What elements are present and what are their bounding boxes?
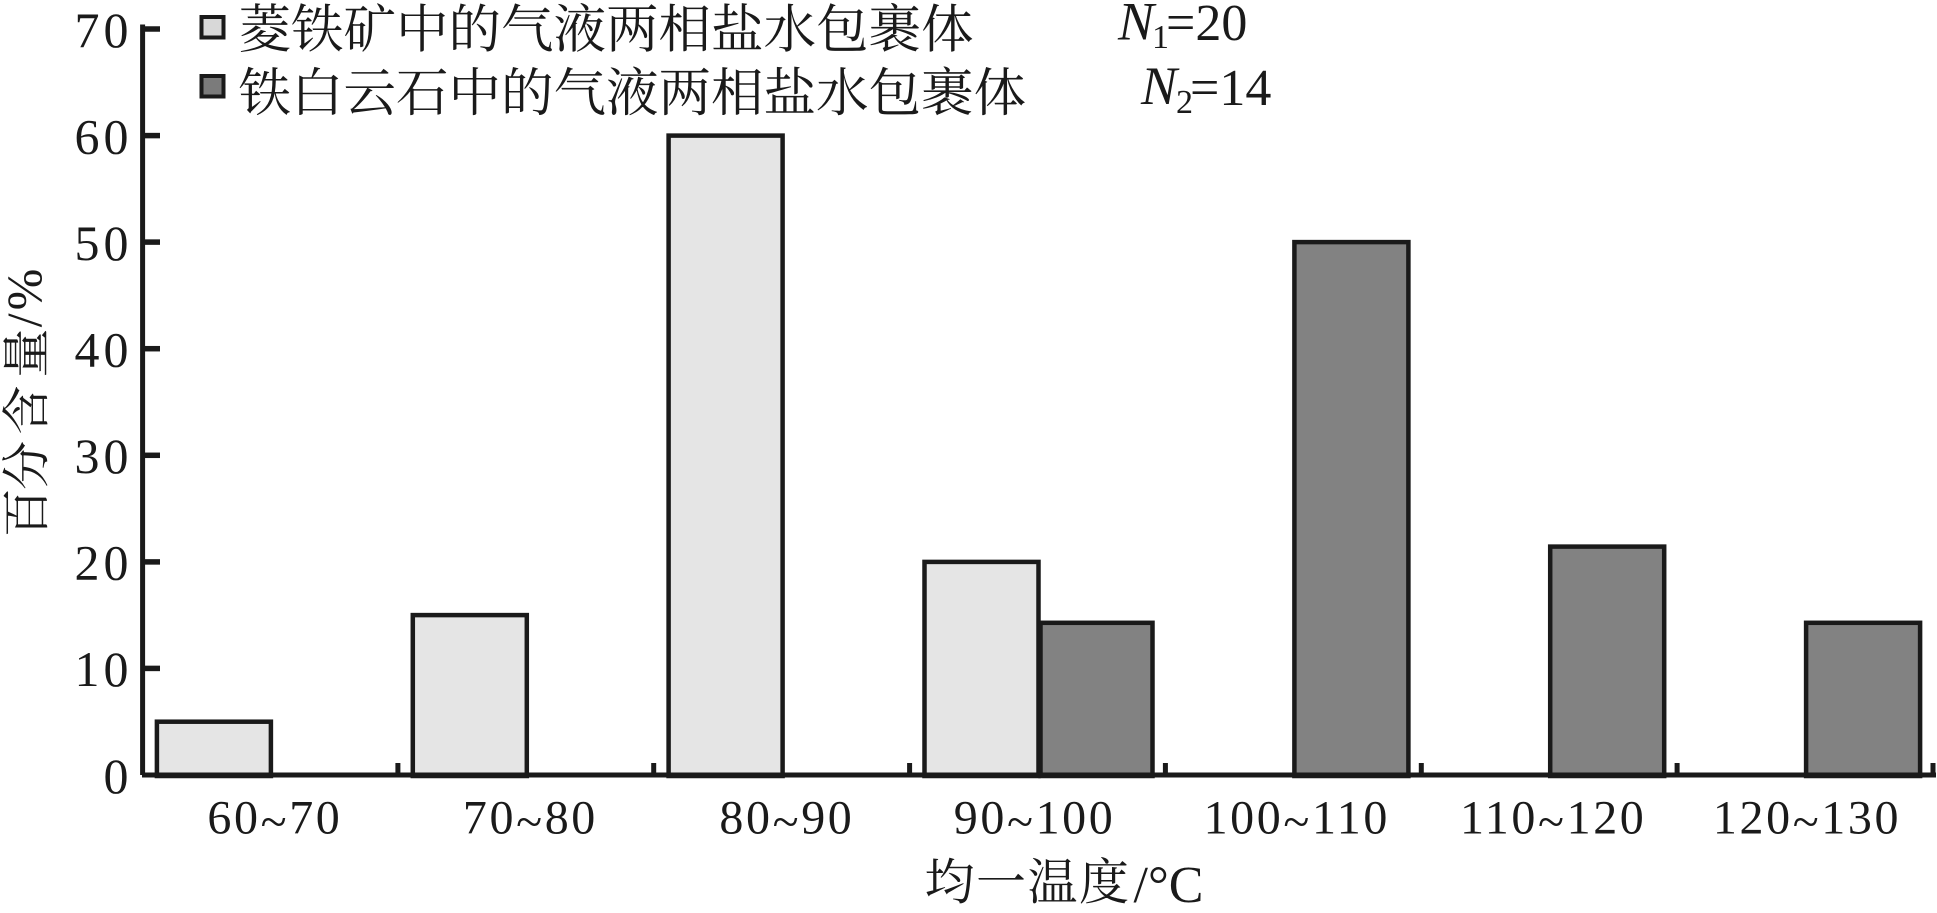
svg-text:0: 0 bbox=[104, 641, 129, 697]
svg-text:=20: =20 bbox=[1166, 0, 1247, 52]
svg-text:0: 0 bbox=[104, 108, 129, 164]
svg-text:0: 0 bbox=[104, 215, 129, 271]
svg-text:0: 0 bbox=[104, 322, 129, 378]
svg-text:%: % bbox=[0, 269, 52, 311]
svg-text:3: 3 bbox=[75, 428, 100, 484]
svg-text:0: 0 bbox=[104, 428, 129, 484]
svg-text:0: 0 bbox=[104, 535, 129, 591]
svg-text:=14: =14 bbox=[1190, 60, 1271, 117]
svg-text:N: N bbox=[1140, 56, 1180, 116]
svg-text:2: 2 bbox=[1176, 84, 1193, 121]
svg-text:100~110: 100~110 bbox=[1204, 792, 1390, 849]
svg-text:/°C: /°C bbox=[1134, 857, 1204, 908]
svg-text:60~70: 60~70 bbox=[207, 792, 342, 849]
svg-text:1: 1 bbox=[75, 641, 100, 697]
svg-text:120~130: 120~130 bbox=[1713, 792, 1901, 849]
svg-text:/: / bbox=[0, 313, 52, 327]
svg-text:6: 6 bbox=[75, 108, 100, 164]
svg-text:5: 5 bbox=[75, 215, 100, 271]
svg-text:0: 0 bbox=[104, 748, 129, 804]
svg-text:N: N bbox=[1117, 0, 1157, 52]
svg-text:4: 4 bbox=[75, 322, 100, 378]
svg-text:70~80: 70~80 bbox=[463, 792, 598, 849]
svg-text:1: 1 bbox=[1152, 19, 1169, 56]
svg-text:2: 2 bbox=[75, 535, 100, 591]
svg-text:7: 7 bbox=[75, 2, 100, 58]
svg-text:110~120: 110~120 bbox=[1460, 792, 1646, 849]
svg-text:90~100: 90~100 bbox=[954, 792, 1116, 849]
svg-text:80~90: 80~90 bbox=[719, 792, 854, 849]
svg-text:0: 0 bbox=[104, 2, 129, 58]
